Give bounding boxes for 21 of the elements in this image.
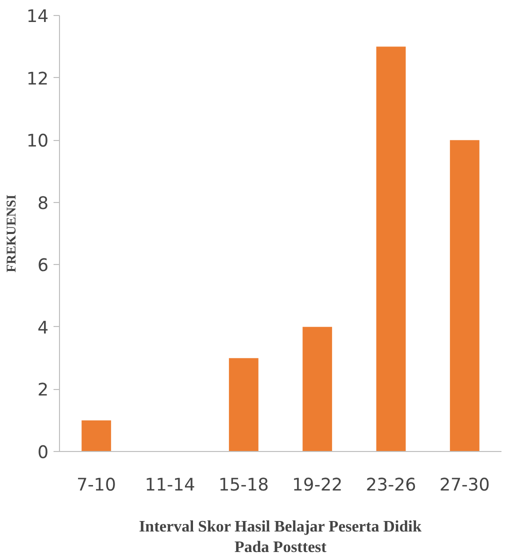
- x-tick-label: 27-30: [439, 476, 490, 496]
- x-tick-label: 11-14: [144, 476, 196, 496]
- y-tick-label: 12: [26, 69, 49, 90]
- y-tick-label: 6: [37, 256, 49, 276]
- y-tick-label: 8: [37, 194, 49, 214]
- bar: [450, 140, 480, 452]
- y-tick-label: 10: [26, 132, 49, 152]
- y-axis-title: FREKUENSI: [3, 194, 18, 272]
- bar: [376, 46, 406, 452]
- bar: [302, 326, 332, 452]
- y-tick-label: 4: [37, 318, 49, 338]
- bar: [82, 420, 112, 452]
- x-axis-title: Interval Skor Hasil Belajar Peserta Didik Pada Posttest: [138, 518, 422, 556]
- y-tick-label: 0: [37, 443, 49, 463]
- x-tick-label: 15-18: [218, 476, 269, 496]
- x-tick-label: 19-22: [292, 476, 343, 496]
- y-tick-label: 2: [37, 380, 49, 401]
- y-tick-label: 14: [26, 7, 49, 27]
- x-tick-label: 23-26: [366, 476, 416, 496]
- bar: [228, 358, 258, 452]
- x-tick-label: 7-10: [76, 476, 116, 496]
